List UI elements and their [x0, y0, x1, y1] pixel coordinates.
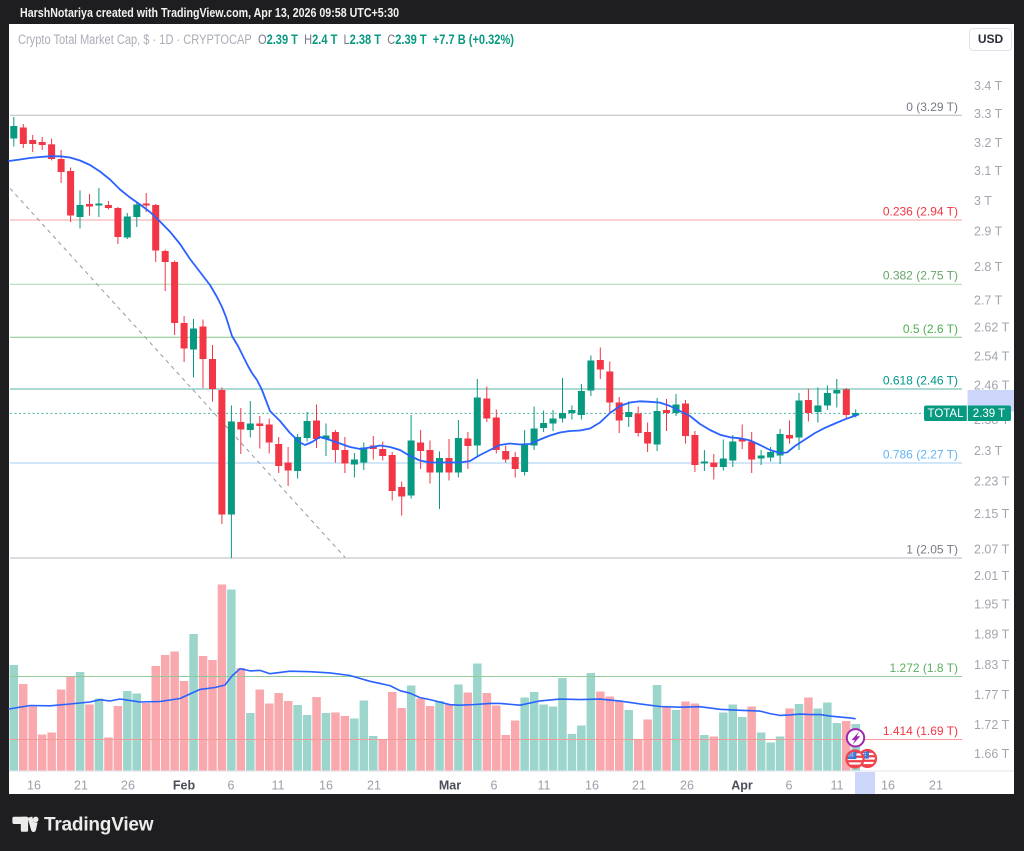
- svg-text:1.95 T: 1.95 T: [974, 598, 1010, 612]
- svg-text:1.272 (1.8 T): 1.272 (1.8 T): [890, 661, 958, 675]
- svg-text:3.1 T: 3.1 T: [974, 164, 1003, 178]
- svg-text:2.15 T: 2.15 T: [974, 507, 1010, 521]
- svg-text:16: 16: [585, 779, 599, 793]
- svg-text:Feb: Feb: [173, 779, 196, 793]
- svg-text:1.77 T: 1.77 T: [974, 688, 1010, 702]
- svg-text:21: 21: [929, 779, 943, 793]
- svg-text:3.3 T: 3.3 T: [974, 107, 1003, 121]
- svg-text:16: 16: [319, 779, 333, 793]
- svg-text:3 T: 3 T: [974, 194, 992, 208]
- svg-text:1.83 T: 1.83 T: [974, 658, 1010, 672]
- svg-text:1.72 T: 1.72 T: [974, 718, 1010, 732]
- svg-text:0.618 (2.46 T): 0.618 (2.46 T): [883, 374, 958, 388]
- svg-text:16: 16: [881, 779, 895, 793]
- svg-text:2.23 T: 2.23 T: [974, 475, 1010, 489]
- svg-text:1 (2.05 T): 1 (2.05 T): [906, 543, 958, 557]
- svg-text:2.7 T: 2.7 T: [974, 294, 1003, 308]
- svg-text:21: 21: [632, 779, 646, 793]
- svg-text:2.54 T: 2.54 T: [974, 350, 1010, 364]
- svg-text:TradingView: TradingView: [44, 815, 154, 835]
- svg-text:Apr: Apr: [731, 779, 753, 793]
- svg-text:6: 6: [786, 779, 793, 793]
- svg-text:16: 16: [27, 779, 41, 793]
- svg-text:1.89 T: 1.89 T: [974, 628, 1010, 642]
- svg-text:2.39 T: 2.39 T: [973, 408, 1005, 420]
- svg-text:TOTAL: TOTAL: [928, 408, 965, 420]
- svg-text:6: 6: [491, 779, 498, 793]
- svg-text:0.5 (2.6 T): 0.5 (2.6 T): [903, 322, 958, 336]
- svg-text:1.66 T: 1.66 T: [974, 747, 1010, 761]
- svg-text:0.786 (2.27 T): 0.786 (2.27 T): [883, 448, 958, 462]
- svg-text:2.8 T: 2.8 T: [974, 260, 1003, 274]
- svg-text:3.4 T: 3.4 T: [974, 79, 1003, 93]
- svg-text:3.2 T: 3.2 T: [974, 136, 1003, 150]
- svg-text:1.414 (1.69 T): 1.414 (1.69 T): [883, 724, 958, 738]
- svg-text:2.46 T: 2.46 T: [974, 379, 1010, 393]
- svg-text:2.07 T: 2.07 T: [974, 543, 1010, 557]
- svg-text:21: 21: [367, 779, 381, 793]
- svg-text:2.01 T: 2.01 T: [974, 569, 1010, 583]
- svg-text:26: 26: [680, 779, 694, 793]
- svg-text:0.236 (2.94 T): 0.236 (2.94 T): [883, 205, 958, 219]
- svg-text:0.382 (2.75 T): 0.382 (2.75 T): [883, 269, 958, 283]
- svg-text:Mar: Mar: [439, 779, 461, 793]
- svg-text:2.9 T: 2.9 T: [974, 225, 1003, 239]
- svg-text:21: 21: [74, 779, 88, 793]
- svg-text:6: 6: [228, 779, 235, 793]
- svg-text:0 (3.29 T): 0 (3.29 T): [906, 100, 958, 114]
- svg-text:26: 26: [121, 779, 135, 793]
- svg-text:11: 11: [538, 779, 551, 793]
- svg-text:11: 11: [831, 779, 844, 793]
- svg-text:11: 11: [272, 779, 285, 793]
- svg-text:2.3 T: 2.3 T: [974, 444, 1003, 458]
- svg-text:2.62 T: 2.62 T: [974, 321, 1010, 335]
